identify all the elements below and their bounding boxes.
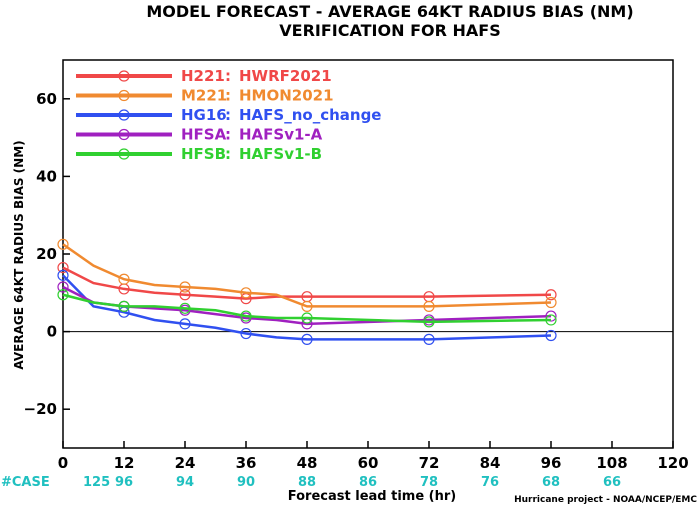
x-tick-label: 108 [596, 454, 627, 472]
data-point [301, 300, 313, 312]
data-point [545, 296, 557, 309]
series-hg16 [57, 269, 557, 345]
case-count: 76 [481, 475, 499, 490]
case-count: 78 [420, 475, 438, 490]
case-count: 96 [115, 475, 133, 490]
y-tick-label: −20 [24, 400, 57, 418]
x-axis: 0 12 24 36 48 60 72 84 96 108 120 [58, 441, 689, 472]
legend-name: H221 [181, 67, 225, 85]
data-point [423, 316, 435, 328]
series-line [62, 243, 552, 308]
data-point [57, 269, 69, 281]
legend-desc: HAFSv1-B [239, 145, 322, 163]
chart-title: MODEL FORECAST - AVERAGE 64KT RADIUS BIA… [146, 2, 633, 21]
x-tick-label: 120 [657, 454, 688, 472]
data-point [301, 312, 313, 324]
legend-entry-hg16: HG16: HAFS_no_change [76, 106, 381, 124]
y-axis: 60 40 20 0 −20 [24, 90, 70, 418]
series-hfsb [57, 289, 557, 328]
legend-entry-h221: H221: HWRF2021 [76, 67, 332, 85]
x-tick-label: 0 [58, 454, 68, 472]
legend-marker [118, 109, 130, 121]
data-point [118, 300, 130, 312]
x-tick-label: 12 [114, 454, 135, 472]
legend-desc: HAFS_no_change [239, 106, 381, 124]
case-count: 66 [603, 475, 621, 490]
data-point [179, 302, 191, 314]
x-tick-label: 48 [297, 454, 318, 472]
data-point [545, 289, 557, 301]
x-tick-label: 24 [175, 454, 196, 472]
case-count: 94 [176, 475, 194, 490]
series-line [62, 293, 552, 324]
series-line [62, 266, 552, 300]
legend-colon: : [225, 87, 231, 105]
legend-marker [118, 128, 130, 141]
data-point [240, 327, 252, 340]
legend-entry-m221: M221: HMON2021 [76, 87, 334, 105]
legend-colon: : [225, 106, 231, 124]
legend-name: HG16 [181, 106, 227, 124]
legend-name: HFSA [181, 126, 227, 144]
y-tick-label: 40 [36, 167, 57, 185]
legend-desc: HWRF2021 [239, 67, 332, 85]
series-m221 [57, 238, 557, 312]
legend-name: HFSB [181, 145, 226, 163]
data-point [301, 333, 313, 345]
x-tick-label: 72 [419, 454, 440, 472]
credit-text: Hurricane project - NOAA/NCEP/EMC [514, 495, 697, 505]
data-point [57, 238, 69, 250]
data-point [179, 289, 191, 301]
y-tick-label: 0 [47, 323, 57, 341]
case-count-row: 125 96 94 90 88 86 78 76 68 66 [83, 475, 621, 490]
data-point [179, 281, 191, 293]
data-point [118, 273, 130, 285]
legend-colon: : [225, 126, 231, 144]
case-count: 88 [298, 475, 316, 490]
case-label: #CASE [1, 475, 50, 490]
case-count: 90 [237, 475, 255, 490]
data-point [179, 318, 191, 330]
data-point [423, 333, 435, 345]
data-point [57, 289, 69, 301]
legend-desc: HAFSv1-A [239, 126, 323, 144]
y-tick-label: 20 [36, 245, 57, 263]
data-point [240, 287, 252, 299]
data-point [545, 329, 557, 342]
series-layer [57, 238, 557, 345]
data-point [240, 310, 252, 322]
series-line [62, 274, 552, 341]
legend: H221: HWRF2021 M221: HMON2021 HG16: HAFS_no_c… [76, 67, 381, 163]
y-axis-label: AVERAGE 64KT RADIUS BIAS (NM) [12, 140, 26, 369]
x-tick-label: 84 [480, 454, 501, 472]
data-point [57, 261, 69, 274]
x-axis-label: Forecast lead time (hr) [288, 489, 456, 504]
x-tick-label: 60 [358, 454, 379, 472]
legend-marker [118, 89, 130, 102]
case-count: 68 [542, 475, 560, 490]
data-point [545, 314, 557, 326]
series-h221 [57, 261, 557, 305]
data-point [57, 281, 69, 293]
case-count: 86 [359, 475, 377, 490]
legend-marker [118, 148, 130, 160]
legend-name: M221 [181, 87, 227, 105]
legend-marker [118, 70, 130, 82]
legend-entry-hfsb: HFSB: HAFSv1-B [76, 145, 322, 163]
case-count: 125 [83, 475, 110, 490]
y-tick-label: 60 [36, 90, 57, 108]
legend-entry-hfsa: HFSA: HAFSv1-A [76, 126, 323, 144]
legend-desc: HMON2021 [239, 87, 334, 105]
x-tick-label: 96 [541, 454, 562, 472]
legend-colon: : [225, 145, 231, 163]
data-point [423, 300, 435, 312]
chart-subtitle: VERIFICATION FOR HAFS [279, 21, 500, 40]
x-tick-label: 36 [236, 454, 257, 472]
legend-colon: : [225, 67, 231, 85]
